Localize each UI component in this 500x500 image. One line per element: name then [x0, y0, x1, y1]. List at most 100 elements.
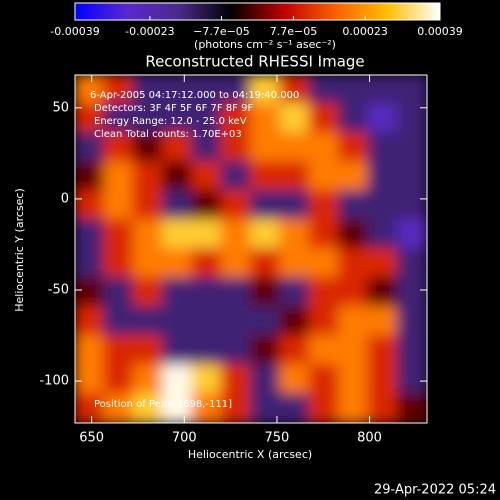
pixel — [162, 248, 194, 279]
pixel — [367, 277, 399, 308]
y-tick-label: 0 — [61, 191, 69, 206]
pixel — [220, 161, 252, 192]
plot-frame — [74, 74, 428, 424]
pixel — [220, 277, 252, 308]
pixel — [250, 219, 282, 250]
pixel — [250, 277, 282, 308]
pixel — [396, 248, 427, 279]
pixel — [396, 393, 427, 423]
pixel — [250, 190, 282, 221]
pixel — [75, 219, 106, 250]
pixel — [75, 393, 106, 423]
pixel — [103, 103, 135, 134]
pixel — [396, 219, 427, 250]
pixel — [162, 277, 194, 308]
pixel — [308, 277, 340, 308]
pixel — [220, 132, 252, 163]
pixel — [367, 190, 399, 221]
annotation: Energy Range: 12.0 - 25.0 keV — [94, 116, 247, 127]
pixel — [191, 364, 223, 395]
pixel — [103, 132, 135, 163]
pixel — [308, 103, 340, 134]
peak-label: Position of Peak: [698,-111] — [94, 399, 232, 410]
pixel — [191, 103, 223, 134]
pixel — [132, 132, 164, 163]
pixel — [220, 393, 252, 423]
pixel — [308, 364, 340, 395]
pixel — [396, 364, 427, 395]
x-tick-label: 700 — [172, 431, 197, 446]
pixel — [279, 393, 311, 423]
image — [75, 75, 427, 423]
pixel — [338, 132, 370, 163]
pixel — [279, 219, 311, 250]
pixel — [279, 161, 311, 192]
pixel — [250, 248, 282, 279]
pixel — [162, 306, 194, 337]
pixel — [338, 190, 370, 221]
pixel — [191, 306, 223, 337]
colorbar-tick-label: -0.00023 — [125, 25, 174, 38]
chart-title: Reconstructed RHESSI Image — [145, 53, 364, 71]
pixel — [338, 364, 370, 395]
pixel — [279, 364, 311, 395]
colorbar-tick-label: 0.00023 — [342, 25, 388, 38]
pixel — [103, 190, 135, 221]
pixel — [132, 219, 164, 250]
pixel — [250, 75, 282, 105]
y-tick-label: 50 — [52, 100, 69, 115]
pixel — [103, 335, 135, 366]
pixel — [338, 306, 370, 337]
pixel — [308, 132, 340, 163]
pixel — [396, 277, 427, 308]
pixel — [396, 132, 427, 163]
pixel — [103, 393, 135, 423]
pixel — [250, 393, 282, 423]
pixel — [279, 75, 311, 105]
pixel — [279, 103, 311, 134]
pixel — [75, 335, 106, 366]
pixel — [191, 393, 223, 423]
y-tick-label: -50 — [48, 282, 69, 297]
pixel — [220, 190, 252, 221]
pixel — [162, 75, 194, 105]
pixel — [396, 161, 427, 192]
pixel — [162, 190, 194, 221]
x-tick-label: 750 — [265, 431, 290, 446]
pixel — [132, 190, 164, 221]
pixel — [338, 277, 370, 308]
pixel — [162, 335, 194, 366]
pixel — [367, 132, 399, 163]
pixel — [103, 277, 135, 308]
pixel — [75, 364, 106, 395]
pixel — [220, 75, 252, 105]
pixel — [367, 161, 399, 192]
pixel — [103, 219, 135, 250]
pixel — [338, 161, 370, 192]
pixel — [396, 335, 427, 366]
pixel — [103, 161, 135, 192]
pixel — [132, 306, 164, 337]
pixel — [308, 335, 340, 366]
pixel — [191, 335, 223, 366]
pixel — [338, 335, 370, 366]
pixel — [132, 393, 164, 423]
pixel — [367, 248, 399, 279]
pixel — [191, 219, 223, 250]
pixel — [396, 306, 427, 337]
pixel — [162, 132, 194, 163]
pixel — [367, 219, 399, 250]
pixel — [75, 161, 106, 192]
colorbar-tick-label: −7.7e−05 — [193, 25, 250, 38]
image-cells — [75, 75, 427, 423]
pixel — [308, 393, 340, 423]
pixel — [396, 190, 427, 221]
annotation: 6-Apr-2005 04:17:12.000 to 04:19:40.000 — [90, 90, 299, 101]
pixel — [132, 364, 164, 395]
pixel — [308, 75, 340, 105]
pixel — [250, 306, 282, 337]
pixel — [75, 132, 106, 163]
pixel — [191, 75, 223, 105]
pixel — [75, 248, 106, 279]
